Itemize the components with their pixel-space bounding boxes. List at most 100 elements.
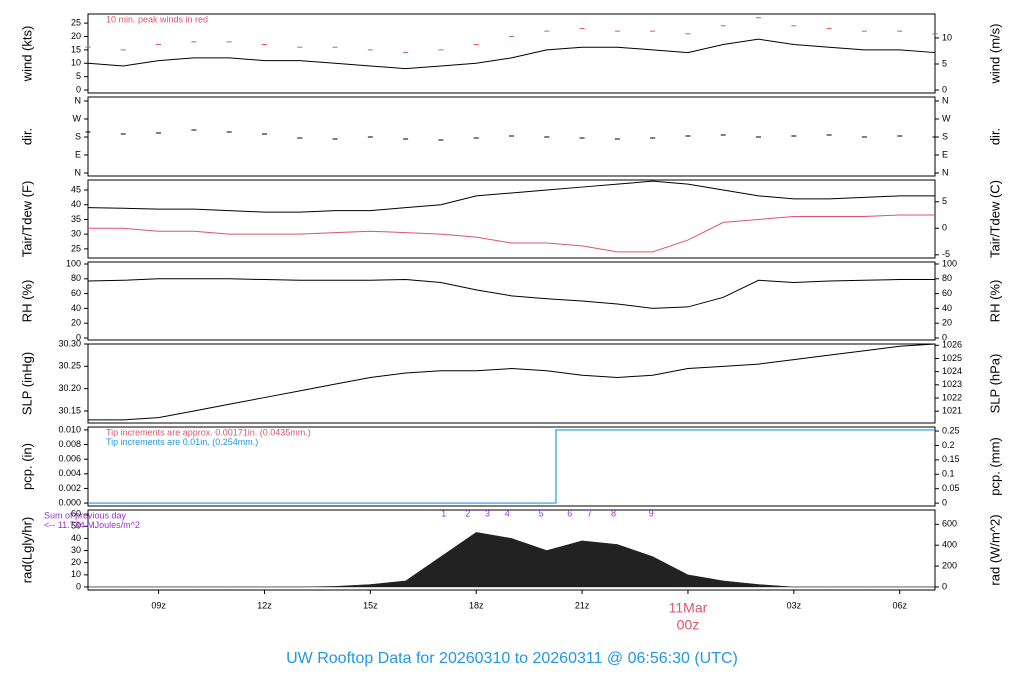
y2-axis-label: rad (W/m^2) xyxy=(987,514,1002,585)
y2-tick-label: 80 xyxy=(942,273,952,283)
y-tick-label: 30.20 xyxy=(58,383,81,393)
y-tick-label: 0.006 xyxy=(58,454,81,464)
y2-tick-label: E xyxy=(942,149,948,159)
data-area xyxy=(88,532,935,588)
y-tick-label: 0.002 xyxy=(58,483,81,493)
y-tick-label: 60 xyxy=(71,288,81,298)
y2-tick-label: 1022 xyxy=(942,392,962,402)
y2-axis-label: wind (m/s) xyxy=(987,24,1002,85)
y2-tick-label: 400 xyxy=(942,540,957,550)
sun-marker: 9 xyxy=(649,508,654,518)
sun-marker: 2 xyxy=(465,508,470,518)
footer-title: UW Rooftop Data for 20260310 to 20260311… xyxy=(286,650,738,667)
y-tick-label: 100 xyxy=(66,258,81,268)
annotation: Sum of previous day xyxy=(44,510,127,520)
y2-tick-label: W xyxy=(942,113,951,123)
y-axis-label: wind (kts) xyxy=(19,26,34,83)
panel-frame xyxy=(87,261,936,341)
y-tick-label: N xyxy=(75,95,82,105)
panel-frame xyxy=(87,179,936,259)
y2-tick-label: N xyxy=(942,167,949,177)
y2-tick-label: 1025 xyxy=(942,353,962,363)
y-tick-label: 45 xyxy=(71,184,81,194)
y2-tick-label: 1021 xyxy=(942,406,962,416)
y-tick-label: 10 xyxy=(71,58,81,68)
y-tick-label: 30 xyxy=(71,545,81,555)
y-tick-label: 0 xyxy=(76,581,81,591)
y-tick-label: 5 xyxy=(76,71,81,81)
y-tick-label: 20 xyxy=(71,318,81,328)
y2-axis-label: Tair/Tdew (C) xyxy=(987,180,1002,258)
sun-marker: 4 xyxy=(505,508,510,518)
y-tick-label: 15 xyxy=(71,44,81,54)
sun-marker: 5 xyxy=(539,508,544,518)
x-tick-label: 00z xyxy=(677,617,700,633)
panel-frame xyxy=(87,426,936,507)
y-tick-label: 0 xyxy=(76,332,81,342)
y-tick-label: 0.004 xyxy=(58,468,81,478)
y-axis-label: RH (%) xyxy=(19,280,34,323)
y-tick-label: 30 xyxy=(71,229,81,239)
x-tick-label: 06z xyxy=(892,600,907,610)
x-tick-label: 15z xyxy=(363,600,378,610)
y2-tick-label: 0.15 xyxy=(942,454,960,464)
y-axis-label: Tair/Tdew (F) xyxy=(19,181,34,258)
x-tick-label: 12z xyxy=(257,600,272,610)
y-tick-label: 30.25 xyxy=(58,361,81,371)
y-axis-label: rad(Lgly/hr) xyxy=(19,517,34,583)
y-tick-label: 60 xyxy=(71,509,81,519)
y2-tick-label: N xyxy=(942,95,949,105)
y2-tick-label: 0 xyxy=(942,223,947,233)
data-line xyxy=(88,214,935,253)
y-tick-label: 0.010 xyxy=(58,424,81,434)
sun-marker: 1 xyxy=(441,508,446,518)
y2-tick-label: 5 xyxy=(942,58,947,68)
y-tick-label: 20 xyxy=(71,557,81,567)
data-line xyxy=(87,38,936,70)
panel-frame xyxy=(87,13,936,94)
sun-marker: 7 xyxy=(587,508,592,518)
y2-tick-label: 0.2 xyxy=(942,440,955,450)
y-tick-label: N xyxy=(75,167,82,177)
panel-frame xyxy=(87,509,936,591)
x-tick-label: 03z xyxy=(787,600,802,610)
y-tick-label: 0.008 xyxy=(58,439,81,449)
annotation: Tip increments are approx. 0.00171in. (0… xyxy=(106,427,311,437)
y-tick-label: 40 xyxy=(71,199,81,209)
data-line xyxy=(87,180,935,213)
y-axis-label: pcp. (in) xyxy=(19,443,34,490)
y-tick-label: S xyxy=(75,131,81,141)
annotation: <-- 11.734 MJoules/m^2 xyxy=(44,520,140,530)
x-tick-label: 21z xyxy=(575,600,590,610)
y-tick-label: 25 xyxy=(71,243,81,253)
y2-tick-label: 0.05 xyxy=(942,483,960,493)
y-tick-label: 25 xyxy=(71,17,81,27)
data-step xyxy=(88,429,935,504)
y2-axis-label: SLP (hPa) xyxy=(987,354,1002,414)
y2-tick-label: 1024 xyxy=(942,366,962,376)
y2-tick-label: 5 xyxy=(942,196,947,206)
date-label: 11Mar xyxy=(669,600,708,616)
annotation: Tip increments are 0.01in. (0.254mm.) xyxy=(106,437,258,447)
y2-tick-label: 1026 xyxy=(942,340,962,350)
y-tick-label: 0.000 xyxy=(58,497,81,507)
y2-tick-label: -5 xyxy=(942,249,950,259)
y-tick-label: 30.15 xyxy=(58,405,81,415)
y2-tick-label: 100 xyxy=(942,258,957,268)
y2-tick-label: 40 xyxy=(942,303,952,313)
y2-tick-label: 0 xyxy=(942,332,947,342)
y-tick-label: 35 xyxy=(71,214,81,224)
y-tick-label: 80 xyxy=(71,273,81,283)
y2-tick-label: 0 xyxy=(942,84,947,94)
y2-tick-label: 0 xyxy=(942,497,947,507)
y-tick-label: 40 xyxy=(71,303,81,313)
y2-axis-label: dir. xyxy=(987,128,1002,145)
data-line xyxy=(88,343,936,421)
y2-tick-label: 0.25 xyxy=(942,425,960,435)
y2-axis-label: pcp. (mm) xyxy=(987,437,1002,496)
y-tick-label: 50 xyxy=(71,521,81,531)
y-tick-label: 40 xyxy=(71,533,81,543)
y-tick-label: 0 xyxy=(76,84,81,94)
data-line xyxy=(87,278,935,309)
